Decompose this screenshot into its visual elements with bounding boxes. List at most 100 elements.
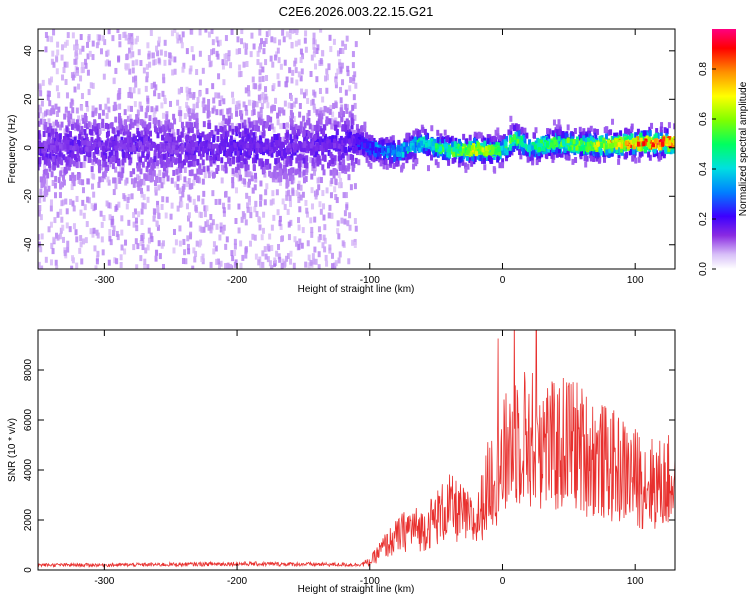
heatmap-cell	[311, 98, 315, 105]
heatmap-cell	[659, 126, 663, 133]
heatmap-cell	[325, 68, 329, 75]
heatmap-ridge-cell	[352, 141, 356, 147]
heatmap-ridge-cell	[54, 149, 58, 155]
heatmap-cell	[118, 112, 122, 119]
heatmap-cell	[266, 256, 270, 263]
heatmap-cell	[319, 208, 323, 215]
heatmap-cell	[385, 151, 389, 158]
heatmap-cell	[171, 69, 175, 76]
heatmap-cell	[617, 152, 621, 159]
heatmap-ridge-cell	[585, 142, 589, 148]
heatmap-cell	[305, 119, 309, 126]
heatmap-cell	[309, 259, 313, 266]
heatmap-cell	[49, 221, 53, 228]
heatmap-cell	[619, 146, 623, 153]
heatmap-cell	[184, 258, 188, 265]
heatmap-cell	[43, 190, 47, 197]
heatmap-cell	[179, 37, 183, 44]
heatmap-cell	[365, 154, 369, 161]
heatmap-cell	[263, 121, 267, 128]
heatmap-cell	[150, 236, 154, 243]
heatmap-ridge-cell	[39, 142, 43, 148]
heatmap-cell	[264, 86, 268, 93]
heatmap-cell	[286, 208, 290, 215]
heatmap-cell	[153, 107, 157, 114]
heatmap-cell	[450, 144, 454, 151]
heatmap-cell	[107, 202, 111, 209]
heatmap-cell	[40, 176, 44, 183]
heatmap-cell	[144, 247, 148, 254]
heatmap-ridge-cell	[238, 140, 242, 146]
heatmap-cell	[135, 114, 139, 121]
heatmap-ridge-cell	[522, 142, 526, 148]
heatmap-cell	[333, 120, 337, 127]
heatmap-cell	[168, 126, 172, 133]
heatmap-ridge-cell	[208, 143, 212, 149]
heatmap-cell	[132, 181, 136, 188]
heatmap-ridge-cell	[649, 140, 653, 146]
heatmap-ridge-cell	[617, 142, 621, 148]
heatmap-cell	[97, 165, 101, 172]
heatmap-cell	[154, 117, 158, 124]
heatmap-cell	[286, 253, 290, 260]
heatmap-cell	[436, 136, 440, 143]
heatmap-cell	[345, 128, 349, 135]
heatmap-ridge-cell	[485, 151, 489, 157]
heatmap-cell	[501, 158, 505, 165]
heatmap-cell	[178, 106, 182, 113]
heatmap-ridge-cell	[321, 147, 325, 153]
heatmap-ridge-cell	[66, 147, 70, 153]
heatmap-ridge-cell	[137, 147, 141, 153]
heatmap-cell	[110, 122, 114, 129]
heatmap-cell	[130, 36, 134, 43]
heatmap-cell	[319, 118, 323, 125]
heatmap-cell	[84, 237, 88, 244]
heatmap-cell	[611, 118, 615, 125]
heatmap-cell	[103, 170, 107, 177]
heatmap-cell	[336, 68, 340, 75]
heatmap-cell	[224, 191, 228, 198]
heatmap-cell	[128, 87, 132, 94]
heatmap-cell	[229, 113, 233, 120]
heatmap-ridge-cell	[46, 139, 50, 145]
heatmap-cell	[102, 155, 106, 162]
heatmap-cell	[163, 98, 167, 105]
heatmap-cell	[181, 126, 185, 133]
heatmap-ridge-cell	[353, 138, 357, 144]
heatmap-cell	[54, 119, 58, 126]
heatmap-cell	[51, 139, 55, 146]
heatmap-cell	[392, 162, 396, 169]
heatmap-cell	[291, 174, 295, 181]
heatmap-cell	[531, 159, 535, 166]
heatmap-cell	[319, 58, 323, 65]
heatmap-cell	[143, 263, 147, 269]
heatmap-cell	[532, 148, 536, 155]
heatmap-cell	[514, 131, 518, 138]
heatmap-cell	[266, 243, 270, 250]
heatmap-ridge-cell	[248, 138, 252, 144]
heatmap-cell	[140, 191, 144, 198]
heatmap-cell	[251, 233, 255, 240]
heatmap-cell	[487, 155, 491, 162]
heatmap-cell	[560, 151, 564, 158]
heatmap-cell	[101, 35, 105, 42]
heatmap-cell	[265, 183, 269, 190]
heatmap-cell	[157, 152, 161, 159]
heatmap-cell	[268, 260, 272, 267]
heatmap-cell	[287, 137, 291, 144]
heatmap-cell	[315, 150, 319, 157]
heatmap-cell	[297, 161, 301, 168]
heatmap-cell	[111, 163, 115, 170]
heatmap-cell	[113, 101, 117, 108]
heatmap-cell	[172, 169, 176, 176]
heatmap-cell	[287, 234, 291, 241]
heatmap-cell	[155, 220, 159, 227]
snr-x-axis-label: Height of straight line (km)	[298, 584, 415, 595]
heatmap-cell	[297, 71, 301, 78]
heatmap-cell	[156, 200, 160, 207]
x-tick-label: 0	[500, 275, 506, 286]
heatmap-cell	[313, 47, 317, 54]
heatmap-cell	[594, 132, 598, 139]
heatmap-cell	[63, 113, 67, 120]
heatmap-cell	[62, 135, 66, 142]
